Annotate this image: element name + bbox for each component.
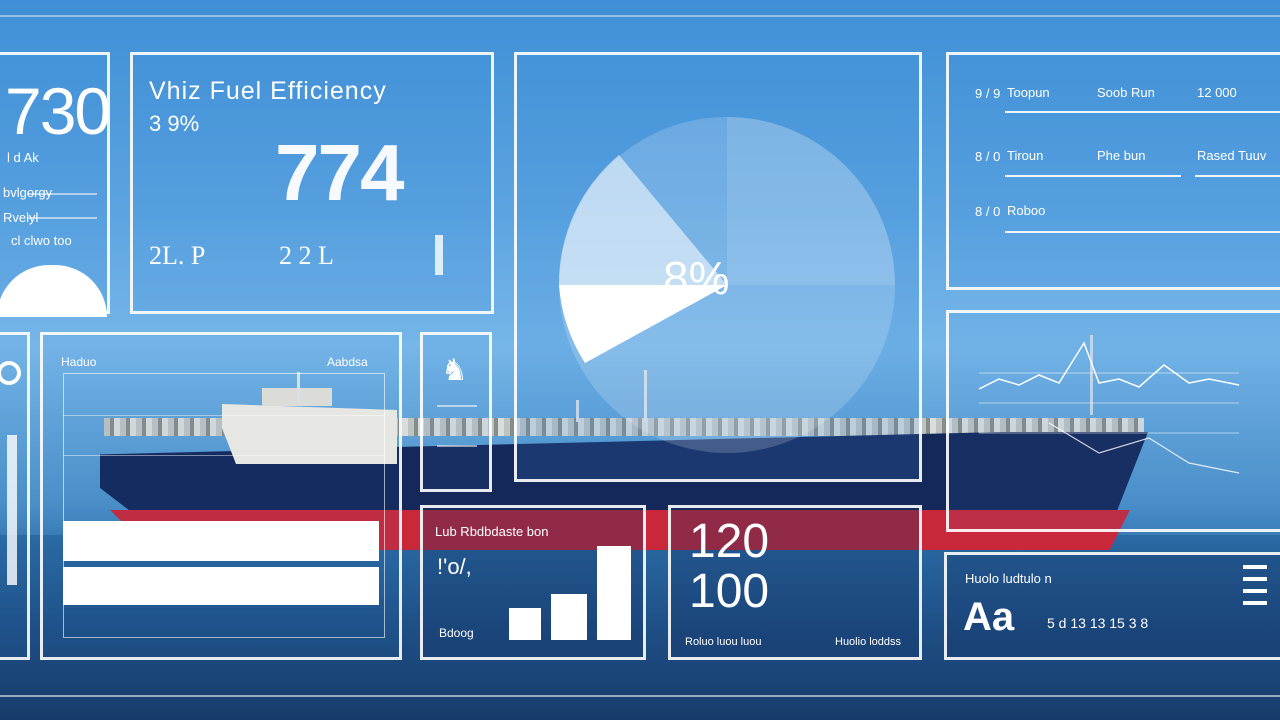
fuel-foot-left: 2L. P (149, 241, 206, 270)
fuel-foot-right: 2 2 L (279, 241, 334, 270)
overlay-bar (63, 521, 379, 561)
crew-icon-panel: ♞ (420, 332, 492, 492)
gauge-icon (0, 361, 21, 385)
num-line-1: 120 (689, 515, 770, 568)
bars-panel: Lub Rbdbdaste bon !'o/, Bdoog (420, 505, 646, 660)
top-divider (0, 15, 1280, 17)
bar-1 (509, 608, 541, 640)
fuel-efficiency-panel: Vhiz Fuel Efficiency 3 9% 774 2L. P 2 2 … (130, 52, 494, 314)
overlay-bar (63, 567, 379, 605)
legend-big: Aa (963, 595, 1015, 639)
num-foot-left: Roluo luou luou (685, 636, 762, 648)
metrics-list-panel: 9 / 9 Toopun Soob Run 12 000 8 / 0 Tirou… (946, 52, 1280, 290)
fuel-title: Vhiz Fuel Efficiency (149, 77, 387, 105)
bl-title: Haduo (61, 355, 97, 369)
left-stats-panel: 730 l d Ak bvlgorgy Rvelyl cl clwo too (0, 52, 111, 317)
list-row: 8 / 0 Tiroun Phe bun Rased Tuuv (975, 148, 1267, 164)
list-row: 8 / 0 Roboo (975, 203, 1046, 219)
num-line-2: 100 (689, 565, 770, 618)
pie-label: 8% (663, 252, 730, 304)
left-stat-value: 730 (5, 74, 111, 148)
pie-slice-main (559, 285, 727, 363)
line-chart-panel (946, 310, 1280, 532)
legend-items: 5 d 13 13 15 3 8 (1047, 615, 1149, 631)
crew-icon: ♞ (441, 354, 468, 387)
num-foot-right: Huolio loddss (835, 636, 902, 648)
left-strip-panel (0, 332, 30, 660)
legend-panel: Huolo ludtulo n Aa 5 d 13 13 15 3 8 (944, 552, 1280, 660)
bar-3 (597, 546, 631, 640)
fuel-subtitle: 3 9% (149, 111, 200, 136)
bar-2 (551, 594, 587, 640)
bottom-divider (0, 695, 1280, 697)
sea-background (0, 535, 1280, 720)
pie-chart (558, 117, 895, 453)
legend-title: Huolo ludtulo n (965, 571, 1052, 586)
bars-value: !'o/, (437, 554, 472, 579)
left-stat-line2: bvlgorgy (3, 185, 52, 200)
bars-title: Lub Rbdbdaste bon (435, 524, 549, 539)
numbers-panel: 120 100 Roluo luou luou Huolio loddss (668, 505, 922, 660)
bl-title-right: Aabdsa (327, 355, 368, 369)
bar-overlay-panel: Haduo Aabdsa (40, 332, 402, 660)
left-area-chart (0, 265, 107, 317)
list-row: 9 / 9 Toopun Soob Run 12 000 (975, 85, 1237, 101)
fuel-value: 774 (275, 128, 404, 217)
line-chart (978, 341, 1240, 474)
left-stat-line4: cl clwo too (11, 233, 72, 248)
bars-foot: Bdoog (439, 626, 474, 640)
pie-slice-light (558, 155, 727, 285)
left-stat-line1: l d Ak (7, 150, 39, 165)
left-stat-line3: Rvelyl (3, 210, 39, 225)
pie-chart-panel: 8% (514, 52, 922, 482)
